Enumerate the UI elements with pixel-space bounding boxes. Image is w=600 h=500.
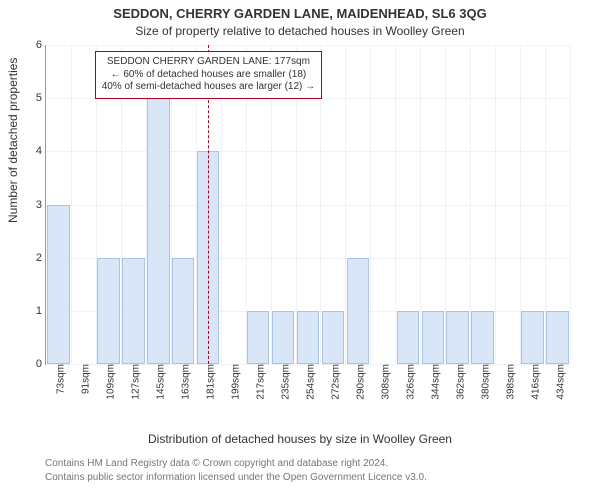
x-tick-label: 308sqm	[374, 364, 391, 400]
hgrid-line	[46, 45, 570, 46]
histogram-bar	[97, 258, 119, 364]
x-tick-label: 416sqm	[524, 364, 541, 400]
histogram-bar	[422, 311, 444, 364]
x-tick-label: 290sqm	[349, 364, 366, 400]
y-tick-label: 4	[36, 145, 46, 157]
x-tick-label: 326sqm	[399, 364, 416, 400]
histogram-bar	[471, 311, 493, 364]
x-tick-label: 272sqm	[324, 364, 341, 400]
x-tick-label: 199sqm	[225, 364, 242, 400]
histogram-bar	[297, 311, 319, 364]
x-tick-label: 434sqm	[549, 364, 566, 400]
annotation-line2: ← 60% of detached houses are smaller (18…	[102, 69, 315, 82]
x-tick-label: 127sqm	[125, 364, 142, 400]
histogram-bar	[521, 311, 543, 364]
histogram-bar	[322, 311, 344, 364]
x-tick-label: 145sqm	[150, 364, 167, 400]
plot-area: 012345673sqm91sqm109sqm127sqm145sqm163sq…	[45, 45, 570, 365]
y-tick-label: 2	[36, 252, 46, 264]
vgrid-line	[370, 45, 371, 364]
chart-title: SEDDON, CHERRY GARDEN LANE, MAIDENHEAD, …	[0, 6, 600, 21]
histogram-bar	[47, 205, 69, 365]
x-tick-label: 217sqm	[250, 364, 267, 400]
x-tick-label: 344sqm	[424, 364, 441, 400]
annotation-line1: SEDDON CHERRY GARDEN LANE: 177sqm	[102, 56, 315, 69]
histogram-bar	[546, 311, 568, 364]
y-tick-label: 1	[36, 305, 46, 317]
x-tick-label: 163sqm	[175, 364, 192, 400]
histogram-bar	[272, 311, 294, 364]
vgrid-line	[71, 45, 72, 364]
histogram-bar	[446, 311, 468, 364]
x-tick-label: 380sqm	[474, 364, 491, 400]
histogram-bar	[347, 258, 369, 364]
x-tick-label: 254sqm	[300, 364, 317, 400]
histogram-bar	[147, 98, 169, 364]
y-tick-label: 3	[36, 199, 46, 211]
histogram-bar	[172, 258, 194, 364]
x-axis-label: Distribution of detached houses by size …	[0, 432, 600, 446]
y-axis-label: Number of detached properties	[6, 58, 20, 223]
x-tick-label: 362sqm	[449, 364, 466, 400]
x-tick-label: 91sqm	[75, 364, 92, 394]
histogram-bar	[122, 258, 144, 364]
histogram-bar	[247, 311, 269, 364]
y-tick-label: 6	[36, 39, 46, 51]
x-tick-label: 73sqm	[50, 364, 67, 394]
y-tick-label: 5	[36, 92, 46, 104]
annotation-line3: 40% of semi-detached houses are larger (…	[102, 81, 315, 94]
hgrid-line	[46, 151, 570, 152]
x-tick-label: 181sqm	[200, 364, 217, 400]
footer-text-1: Contains HM Land Registry data © Crown c…	[45, 458, 388, 469]
x-tick-label: 109sqm	[100, 364, 117, 400]
hgrid-line	[46, 205, 570, 206]
chart-subtitle: Size of property relative to detached ho…	[0, 24, 600, 38]
y-tick-label: 0	[36, 358, 46, 370]
histogram-bar	[397, 311, 419, 364]
footer-text-2: Contains public sector information licen…	[45, 472, 427, 483]
x-tick-label: 398sqm	[499, 364, 516, 400]
annotation-box: SEDDON CHERRY GARDEN LANE: 177sqm ← 60% …	[95, 51, 322, 99]
x-tick-label: 235sqm	[275, 364, 292, 400]
vgrid-line	[495, 45, 496, 364]
vgrid-line	[570, 45, 571, 364]
